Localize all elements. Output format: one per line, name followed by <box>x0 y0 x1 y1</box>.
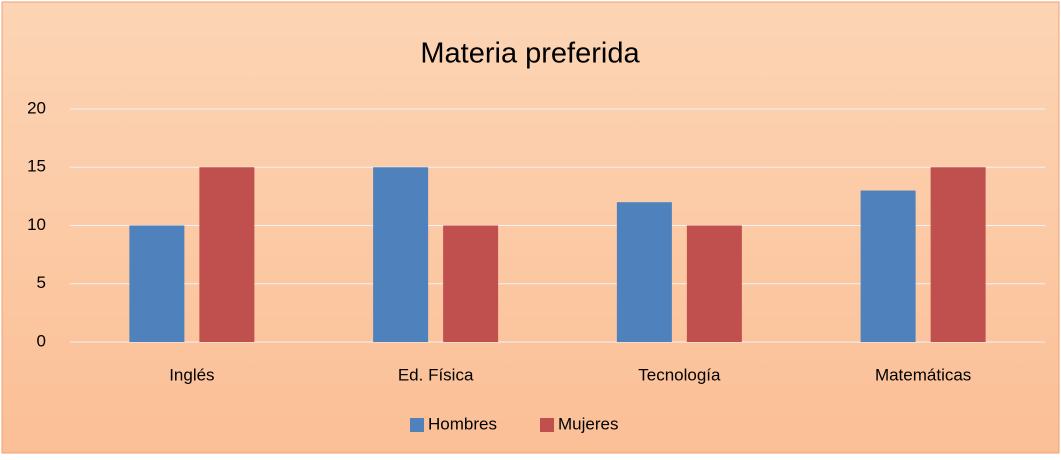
legend-label: Hombres <box>428 414 497 433</box>
y-tick-label: 5 <box>37 273 46 292</box>
x-tick-label: Inglés <box>169 365 214 384</box>
bar <box>860 190 916 342</box>
x-tick-label: Tecnología <box>638 365 721 384</box>
y-tick-label: 0 <box>37 331 46 350</box>
y-tick-label: 10 <box>27 215 46 234</box>
bar <box>616 202 672 342</box>
legend-label: Mujeres <box>558 414 618 433</box>
x-tick-label: Matemáticas <box>875 365 971 384</box>
legend-swatch <box>410 418 424 432</box>
x-tick-label: Ed. Física <box>398 365 474 384</box>
legend-swatch <box>540 418 554 432</box>
bar <box>930 167 986 342</box>
bar <box>686 225 742 342</box>
y-tick-label: 15 <box>27 157 46 176</box>
chart-title: Materia preferida <box>420 38 640 70</box>
bar <box>199 167 255 342</box>
bar <box>129 225 185 342</box>
bar <box>373 167 429 342</box>
bar <box>443 225 499 342</box>
y-tick-label: 20 <box>27 98 46 117</box>
